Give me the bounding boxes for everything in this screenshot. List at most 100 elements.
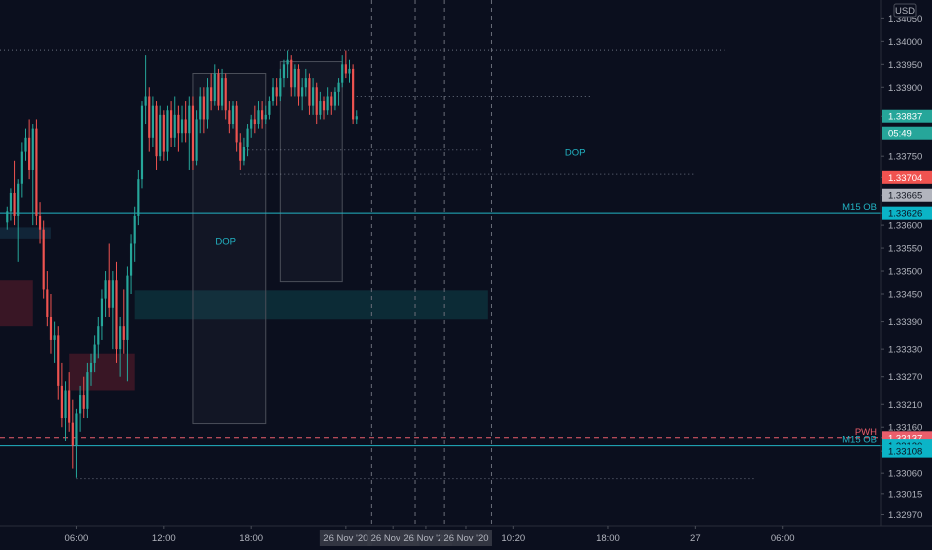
candle-body-7 [31, 128, 34, 170]
candle-body-38 [144, 96, 147, 106]
price-badge-3 [882, 188, 932, 202]
candle-body-47 [177, 114, 180, 134]
price-badge-7 [882, 444, 932, 458]
candle-body-65 [242, 147, 246, 161]
candle-body-12 [49, 316, 53, 340]
x-tick-label-6: 26 Nov '20 [443, 533, 488, 544]
candle-body-83 [308, 78, 311, 106]
candle-body-1 [9, 192, 13, 212]
candle-body-96 [355, 116, 358, 120]
y-tick-label-10: 1.33550 [888, 244, 922, 255]
candle-body-89 [330, 96, 333, 106]
candle-body-86 [319, 101, 322, 115]
price-badge-1 [882, 126, 932, 140]
candle-body-36 [137, 179, 140, 216]
candle-body-71 [264, 114, 267, 120]
range-box-0 [192, 73, 267, 425]
y-tick-label-22: 1.33015 [888, 489, 922, 500]
candle-body-54 [202, 96, 205, 120]
y-tick-label-9: 1.33600 [888, 221, 922, 232]
candle-body-53 [199, 96, 202, 120]
candle-body-0 [6, 211, 9, 223]
candle-body-39 [148, 96, 151, 138]
candle-body-23 [89, 362, 93, 373]
candle-body-48 [180, 119, 184, 134]
candle-body-72 [268, 101, 271, 115]
candle-body-27 [104, 280, 107, 299]
candle-body-75 [279, 78, 282, 97]
candle-body-17 [68, 390, 71, 423]
price-badge-label-5: 1.33137 [888, 433, 922, 444]
candle-body-28 [108, 280, 111, 308]
candle-body-25 [97, 326, 100, 345]
x-tick-label-5: 26 Nov '20 [403, 533, 448, 544]
candle-body-81 [301, 87, 304, 97]
candle-body-76 [282, 64, 286, 79]
candle-body-19 [75, 413, 78, 446]
candle-body-77 [286, 59, 289, 65]
candle-body-95 [352, 68, 355, 120]
y-tick-label-13: 1.33390 [888, 317, 922, 328]
candle-body-26 [100, 298, 104, 327]
candle-body-5 [24, 137, 27, 152]
candle-body-29 [111, 280, 114, 308]
candle-body-6 [28, 137, 31, 170]
candle-body-32 [122, 326, 125, 340]
level-label-1: PWH [855, 427, 877, 438]
candle-body-80 [297, 68, 300, 97]
y-tick-label-11: 1.33500 [888, 267, 922, 278]
candle-body-74 [275, 87, 278, 97]
y-tick-label-17: 1.33160 [888, 423, 922, 434]
range-boxes-layer [192, 61, 343, 425]
candle-body-66 [246, 128, 249, 148]
candle-body-46 [173, 114, 176, 138]
candle-body-51 [191, 105, 195, 161]
x-tick-label-3: 26 Nov '20 [323, 533, 368, 544]
y-tick-label-1: 1.34000 [888, 37, 922, 48]
x-tick-highlight-3 [319, 530, 372, 546]
zone-2 [134, 290, 488, 320]
currency-button[interactable] [893, 3, 917, 18]
candle-body-30 [115, 280, 118, 350]
x-tick-label-9: 27 [690, 533, 701, 544]
price-badge-label-3: 1.33665 [888, 191, 922, 202]
candle-body-9 [38, 215, 42, 230]
candle-body-3 [17, 183, 20, 216]
candle-body-13 [53, 335, 56, 340]
candle-body-94 [348, 68, 351, 74]
candle-body-44 [166, 110, 169, 152]
y-tick-label-12: 1.33450 [888, 290, 922, 301]
candle-body-92 [341, 64, 344, 83]
y-tick-label-23: 1.32970 [888, 510, 922, 521]
candle-body-93 [344, 64, 347, 74]
candle-body-82 [304, 78, 307, 88]
x-tick-label-10: 06:00 [771, 533, 795, 544]
candle-body-56 [210, 87, 213, 102]
candle-body-15 [60, 385, 63, 419]
candle-body-63 [235, 105, 238, 143]
candle-body-50 [188, 105, 191, 134]
candle-body-40 [151, 105, 154, 138]
candle-body-68 [253, 119, 256, 125]
candle-body-58 [217, 73, 220, 106]
candle-body-20 [78, 395, 82, 414]
candle-body-64 [239, 142, 242, 161]
candle-body-33 [126, 275, 129, 340]
candle-body-35 [133, 215, 136, 244]
candle-body-43 [162, 114, 165, 152]
level-label-2: M15 OB [842, 435, 877, 446]
candle-body-87 [322, 101, 326, 111]
range-box-1 [279, 61, 343, 283]
y-tick-label-21: 1.33060 [888, 469, 922, 480]
price-badge-label-1: 05:49 [888, 129, 912, 140]
candle-body-52 [195, 119, 198, 161]
candles-layer [6, 50, 358, 478]
candle-body-90 [333, 91, 337, 106]
y-tick-label-3: 1.33900 [888, 83, 922, 94]
candle-body-67 [250, 119, 253, 129]
level-label-0: M15 OB [842, 202, 877, 213]
